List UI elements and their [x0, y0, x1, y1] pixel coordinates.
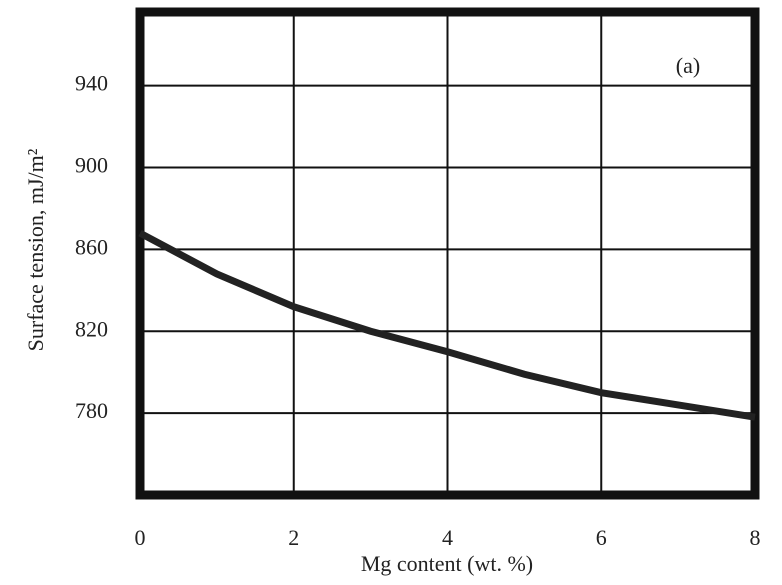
x-tick-label: 4	[442, 525, 453, 550]
x-tick-label: 0	[135, 525, 146, 550]
y-tick-label: 820	[75, 316, 108, 341]
y-tick-label: 940	[75, 71, 108, 96]
y-axis-title: Surface tension, mJ/m²	[23, 148, 48, 351]
chart: (a) Mg content (wt. %) Surface tension, …	[0, 0, 782, 580]
x-tick-label: 6	[596, 525, 607, 550]
x-tick-label: 2	[288, 525, 299, 550]
x-tick-label: 8	[750, 525, 761, 550]
y-tick-label: 860	[75, 234, 108, 259]
y-tick-label: 780	[75, 398, 108, 423]
annotation: (a)	[676, 53, 700, 78]
x-axis-title: Mg content (wt. %)	[361, 551, 533, 576]
y-tick-label: 900	[75, 153, 108, 178]
